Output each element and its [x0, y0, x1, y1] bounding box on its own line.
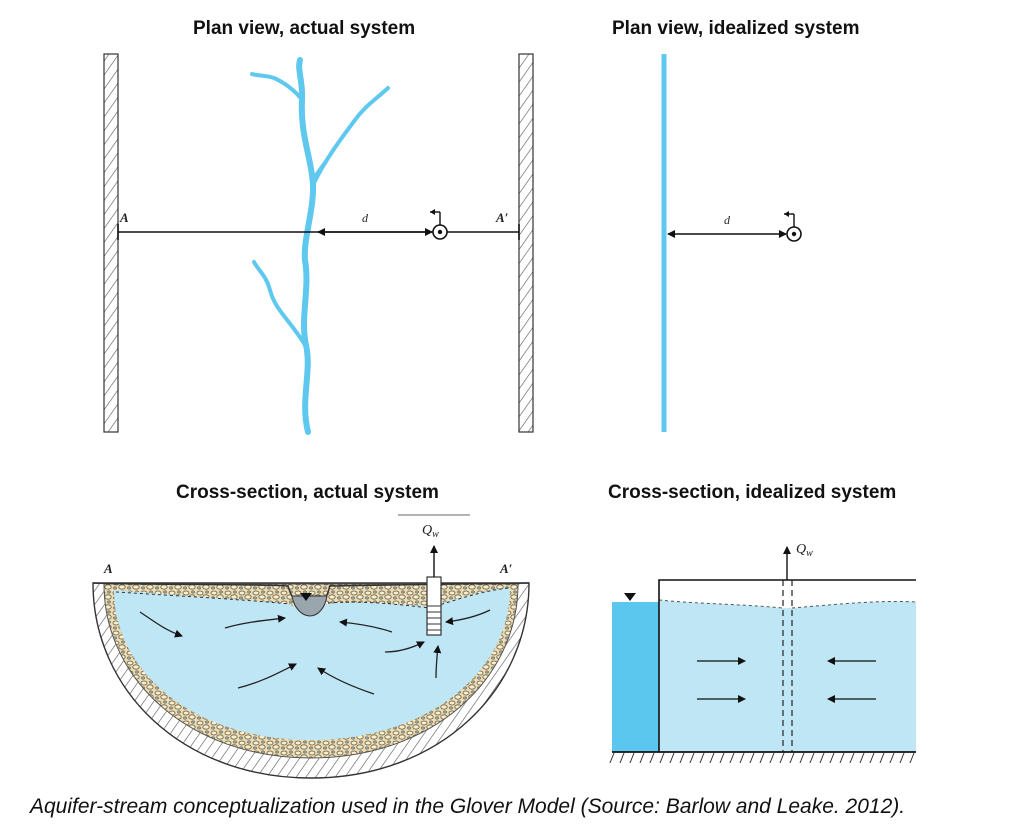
pumping-well-idealized — [782, 546, 793, 752]
pumping-well-symbol — [430, 209, 448, 240]
plan-actual-title: Plan view, actual system — [193, 18, 416, 39]
label-a-prime: A′ — [495, 210, 509, 225]
plan-idealized-title: Plan view, idealized system — [612, 18, 860, 39]
flow-arrows-actual — [139, 609, 491, 695]
left-boundary-wall — [103, 53, 119, 433]
label-a-prime-section: A′ — [499, 561, 513, 576]
cross-actual-panel: A A′ Qw — [92, 514, 530, 779]
label-a-section: A — [103, 561, 113, 576]
flow-arrows-idealized — [697, 657, 876, 703]
idealized-water-table — [658, 599, 917, 609]
aquifer-water — [114, 588, 510, 740]
stream-channel-sediment — [291, 595, 328, 617]
cross-idealized-panel: Qw — [609, 542, 917, 764]
label-a: A — [119, 210, 129, 225]
pumping-well-symbol-ideal — [784, 211, 802, 242]
pumping-rate-label-actual: Qw — [422, 523, 439, 540]
idealized-water-triangle — [624, 593, 636, 601]
idealized-aquifer-water — [659, 600, 916, 752]
pumping-rate-label-idealized: Qw — [796, 542, 813, 559]
cross-idealized-title: Cross-section, idealized system — [608, 482, 897, 503]
figure-caption: Aquifer-stream conceptualization used in… — [30, 795, 906, 818]
idealized-aquifer-boundary — [658, 579, 916, 752]
plan-idealized-panel: d — [661, 54, 802, 432]
distance-d-label: d — [362, 211, 369, 225]
branching-stream — [250, 57, 390, 435]
distance-d-label-ideal: d — [724, 213, 731, 227]
pumping-well-actual — [398, 514, 470, 636]
plan-actual-panel: A A′ d — [103, 53, 534, 435]
cross-actual-title: Cross-section, actual system — [176, 482, 439, 503]
impermeable-base-hatching — [609, 752, 915, 764]
right-boundary-wall — [518, 53, 534, 433]
water-table-triangle — [300, 593, 312, 601]
idealized-stream-water — [612, 602, 659, 752]
